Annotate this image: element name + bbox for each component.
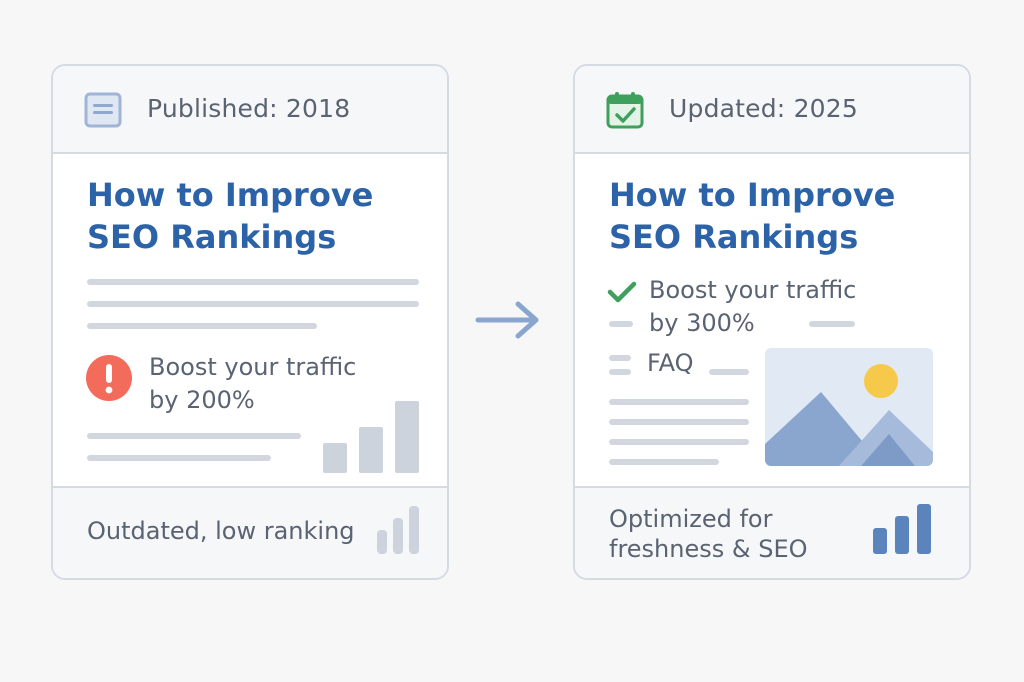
card-footer: Optimized for freshness & SEO [575,486,969,578]
bar-chart-icon [377,506,419,554]
callout-line: by 200% [149,386,255,414]
text-placeholder-line [609,419,749,425]
text-placeholder-line [87,323,317,329]
mountain-sun-image-icon [765,348,933,466]
bar-chart-icon [323,401,419,473]
text-placeholder-line [809,321,855,327]
text-placeholder-line [609,355,631,361]
card-header: Updated: 2025 [575,66,969,154]
status-text: Optimized for freshness & SEO [609,504,808,564]
document-icon [84,92,122,128]
text-placeholder-line [87,279,419,285]
text-placeholder-line [709,369,749,375]
text-placeholder-line [87,433,301,439]
text-placeholder-line [609,399,749,405]
text-placeholder-line [609,459,719,465]
callout-line: Boost your traffic [649,276,857,304]
text-placeholder-line [609,439,749,445]
status-text: Outdated, low ranking [87,517,355,545]
updated-date: Updated: 2025 [669,94,859,123]
text-placeholder-line [609,321,633,327]
published-date: Published: 2018 [147,94,351,123]
callout-text: Boost your traffic by 300% [649,274,856,340]
updated-article-card: Updated: 2025 How to Improve SEO Ranking… [573,64,971,580]
article-title: How to Improve SEO Rankings [609,174,949,258]
outdated-article-card: Published: 2018 How to Improve SEO Ranki… [51,64,449,580]
text-placeholder-line [87,455,271,461]
exclamation-alert-icon [86,355,132,401]
title-line: SEO Rankings [609,218,859,256]
bar-chart-icon [873,504,931,554]
arrow-right-icon [475,301,539,339]
status-line: Optimized for [609,505,773,533]
calendar-check-icon [606,92,644,129]
callout-line: Boost your traffic [149,353,357,381]
title-line: How to Improve [609,176,896,214]
card-footer: Outdated, low ranking [53,486,447,578]
text-placeholder-line [609,369,631,375]
article-title: How to Improve SEO Rankings [87,174,427,258]
text-placeholder-line [87,301,419,307]
callout-text: Boost your traffic by 200% [149,351,356,417]
callout-line: by 300% [649,309,755,337]
status-line: freshness & SEO [609,535,808,563]
checkmark-icon [607,281,637,303]
title-line: SEO Rankings [87,218,337,256]
faq-label: FAQ [647,349,694,377]
card-header: Published: 2018 [53,66,447,154]
title-line: How to Improve [87,176,374,214]
